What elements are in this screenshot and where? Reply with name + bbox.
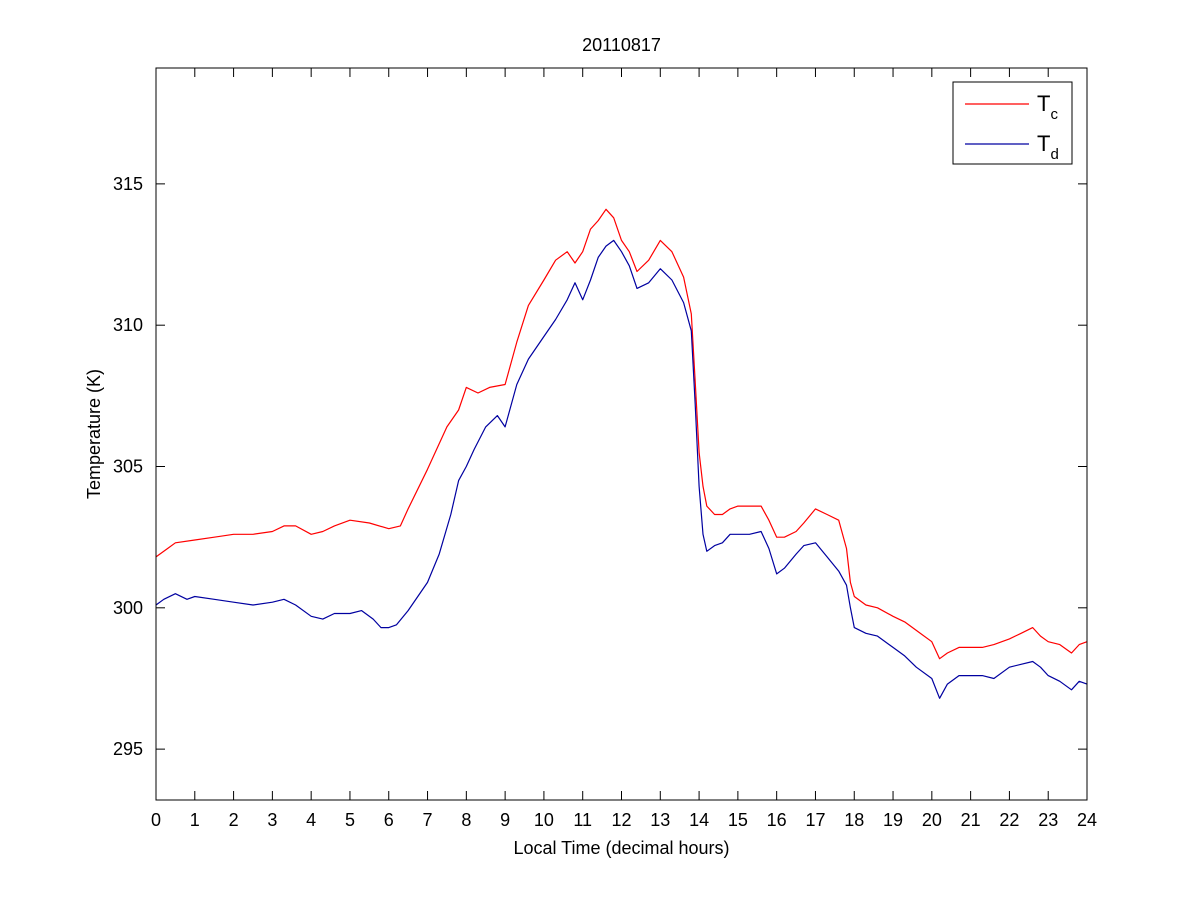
y-axis-label: Temperature (K) [84, 369, 104, 499]
x-tick-label: 24 [1077, 810, 1097, 830]
x-tick-label: 2 [229, 810, 239, 830]
x-tick-label: 13 [650, 810, 670, 830]
x-tick-label: 16 [767, 810, 787, 830]
x-tick-label: 4 [306, 810, 316, 830]
x-tick-label: 3 [267, 810, 277, 830]
series-layer [155, 208, 1088, 699]
x-tick-label: 22 [999, 810, 1019, 830]
x-tick-label: 21 [961, 810, 981, 830]
legend-box [952, 81, 1073, 165]
x-tick-label: 0 [151, 810, 161, 830]
x-tick-label: 18 [844, 810, 864, 830]
chart-title: 20110817 [582, 35, 661, 55]
y-tick-label: 305 [113, 457, 143, 477]
x-tick-label: 17 [805, 810, 825, 830]
x-tick-label: 12 [611, 810, 631, 830]
ticks-layer: 0 1 2 3 4 5 6 7 8 9 10 11 12 13 14 15 16 17 18 19 20 21 22 23 24… [113, 68, 1097, 830]
x-tick-label: 9 [500, 810, 510, 830]
legend-label-subscript: d [1050, 146, 1058, 163]
legend-label-subscript: c [1050, 106, 1058, 123]
series-line-c [155, 208, 1088, 660]
x-tick-label: 14 [689, 810, 709, 830]
x-tick-label: 20 [922, 810, 942, 830]
x-tick-label: 23 [1038, 810, 1058, 830]
y-tick-label: 310 [113, 315, 143, 335]
x-tick-label: 11 [573, 810, 592, 830]
y-tick-label: 315 [113, 174, 143, 194]
y-tick-label: 300 [113, 598, 143, 618]
x-tick-label: 6 [384, 810, 394, 830]
series-line-d [155, 239, 1088, 699]
x-tick-label: 5 [345, 810, 355, 830]
x-tick-label: 7 [423, 810, 433, 830]
x-axis-label: Local Time (decimal hours) [513, 838, 729, 858]
x-tick-label: 1 [190, 810, 200, 830]
y-tick-label: 295 [113, 739, 143, 759]
x-tick-label: 19 [883, 810, 903, 830]
plot-area [156, 68, 1087, 800]
x-tick-label: 10 [534, 810, 554, 830]
x-tick-label: 15 [728, 810, 748, 830]
x-tick-label: 8 [461, 810, 471, 830]
